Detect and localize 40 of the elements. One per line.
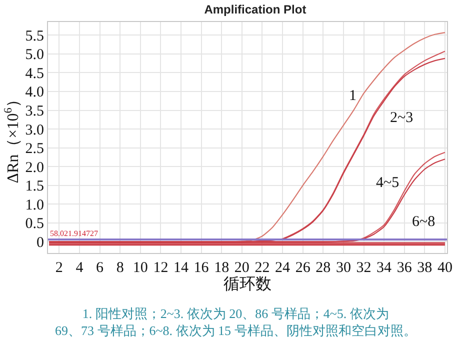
annotation: 2~3: [390, 110, 414, 126]
x-tick-label: 30: [336, 260, 351, 276]
y-tick-label: 3.5: [25, 104, 44, 120]
y-tick-label: 0.5: [25, 216, 44, 232]
x-tick-label: 34: [376, 260, 392, 276]
x-tick-label: 20: [234, 260, 250, 276]
y-tick-label: 1.5: [25, 178, 44, 195]
x-tick-label: 18: [214, 260, 230, 276]
x-tick-label: 38: [417, 260, 432, 276]
x-tick-label: 4: [76, 260, 84, 276]
x-tick-label: 40: [437, 260, 452, 276]
y-tick-label: 3.0: [25, 122, 44, 138]
x-tick-label: 14: [174, 260, 189, 276]
chart-title: Amplification Plot: [204, 2, 306, 17]
x-tick-label: 22: [254, 260, 270, 276]
x-tick-label: 10: [132, 260, 148, 276]
x-tick-label: 16: [194, 260, 210, 276]
y-tick-label: 5.5: [25, 28, 44, 44]
y-tick-label: 4.0: [25, 84, 44, 101]
x-axis-title: 循环数: [224, 276, 272, 293]
x-tick-label: 12: [153, 260, 168, 276]
annotation: 6~8: [412, 214, 436, 230]
annotation: 4~5: [376, 175, 400, 191]
ref-line-label: 58.021.914727: [50, 229, 98, 238]
y-tick-label: 0: [36, 234, 44, 251]
y-tick-label: 1.0: [25, 197, 44, 214]
x-tick-label: 32: [356, 260, 372, 276]
y-tick-label: 2.0: [25, 160, 44, 176]
x-tick-label: 26: [295, 260, 311, 276]
x-tick-label: 8: [116, 260, 124, 276]
y-tick-label: 4.5: [25, 66, 44, 82]
x-tick-label: 6: [96, 260, 104, 276]
x-tick-label: 36: [396, 260, 412, 276]
x-tick-label: 2: [55, 260, 63, 276]
annotation: 1: [349, 88, 356, 104]
x-tick-label: 24: [275, 260, 291, 276]
y-tick-label: 5.0: [25, 47, 44, 64]
y-tick-label: 2.5: [25, 141, 44, 158]
x-tick-label: 28: [316, 260, 331, 276]
text: 1. 阳性对照；2~3. 依次为 20、86 号样品；4~5. 依次为 69、73 号样品；6~8. 依次为 15 号样品、阴性对照和空白对照。: [55, 306, 416, 338]
